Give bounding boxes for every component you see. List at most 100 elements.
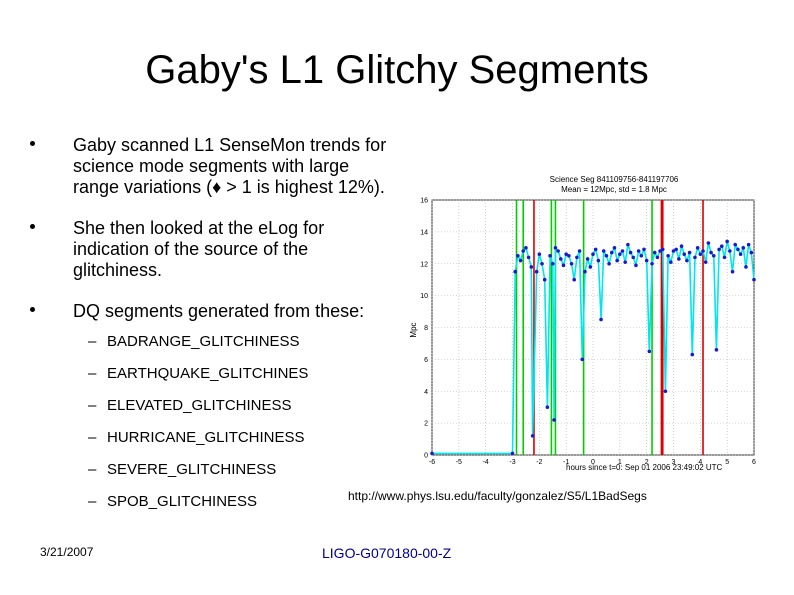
data-point — [746, 242, 751, 247]
data-point — [618, 252, 622, 256]
bullet-dot-icon — [30, 224, 35, 229]
segment-name: HURRICANE_GLITCHINESS — [107, 429, 305, 446]
data-point — [677, 257, 681, 261]
dash-icon: – — [88, 333, 97, 350]
segment-name: ELEVATED_GLITCHINESS — [107, 397, 292, 414]
data-point — [652, 250, 657, 255]
data-point — [644, 258, 649, 263]
data-point — [663, 389, 668, 394]
x-tick-label: -1 — [563, 459, 569, 466]
y-tick-label: 14 — [420, 229, 428, 236]
data-point — [736, 247, 740, 252]
data-point — [650, 261, 654, 266]
data-point — [634, 263, 638, 268]
bullet-dot-icon — [30, 307, 35, 312]
y-tick-label: 6 — [424, 357, 428, 364]
data-point — [524, 246, 528, 250]
y-tick-label: 10 — [420, 293, 428, 300]
segment-list: – BADRANGE_GLITCHINESS – EARTHQUAKE_GLITCH… — [73, 332, 390, 511]
data-point — [513, 269, 517, 274]
bullet-dot-icon — [30, 141, 35, 146]
data-point — [537, 252, 542, 256]
data-point — [741, 246, 746, 250]
data-point — [666, 253, 670, 258]
data-point — [711, 253, 716, 258]
bullet-text: DQ segments generated from these: — [73, 301, 365, 321]
source-url[interactable]: http://www.phys.lsu.edu/faculty/gonzalez… — [348, 489, 647, 503]
data-point — [588, 265, 593, 269]
data-point — [695, 246, 700, 250]
bullet-item: DQ segments generated from these: – BADRA… — [30, 301, 390, 511]
bullet-list: Gaby scanned L1 SenseMon trends for scie… — [30, 135, 390, 531]
data-point — [609, 250, 614, 255]
data-point — [545, 405, 550, 409]
bullet-item: Gaby scanned L1 SenseMon trends for scie… — [30, 135, 390, 198]
data-point — [698, 252, 703, 256]
data-point — [690, 352, 695, 357]
data-point — [542, 277, 547, 282]
y-tick-label: 0 — [424, 453, 428, 460]
segment-markers — [515, 200, 704, 455]
data-point — [631, 255, 636, 260]
bullet-text: She then looked at the eLog for indicati… — [73, 218, 325, 280]
data-point — [591, 252, 595, 256]
segment-item: – HURRICANE_GLITCHINESS — [73, 428, 390, 447]
x-tick-label: 2 — [645, 459, 649, 466]
data-point — [647, 349, 652, 354]
data-point — [752, 277, 756, 282]
data-point — [738, 252, 743, 256]
dash-icon: – — [88, 493, 97, 510]
data-point — [534, 269, 539, 274]
data-point — [564, 252, 568, 256]
data-point — [709, 250, 713, 255]
data-point — [669, 260, 673, 264]
y-tick-label: 8 — [424, 325, 428, 332]
y-axis-label: Mpc — [409, 322, 418, 337]
data-point — [430, 451, 434, 456]
slide-title: Gaby's L1 Glitchy Segments — [145, 48, 649, 92]
data-point — [642, 247, 646, 252]
bullet-item: She then looked at the eLog for indicati… — [30, 218, 390, 281]
data-point — [530, 434, 535, 438]
data-point — [607, 261, 611, 266]
data-point — [671, 249, 676, 253]
x-tick-label: -3 — [509, 459, 515, 466]
data-point — [526, 255, 531, 260]
chart-subtitle: Mean = 12Mpc, std = 1.8 Mpc — [561, 185, 667, 194]
data-point — [682, 252, 687, 256]
data-point — [593, 247, 598, 252]
data-point — [749, 250, 754, 255]
segment-name: BADRANGE_GLITCHINESS — [107, 333, 300, 350]
data-point — [572, 277, 577, 282]
data-point — [596, 258, 601, 263]
range-chart-svg: Science Seg 841109756-841197706 Mean = 1… — [409, 175, 756, 472]
data-point — [601, 249, 606, 253]
data-point — [620, 249, 625, 253]
range-chart: Science Seg 841109756-841197706 Mean = 1… — [400, 170, 762, 475]
y-tick-label: 2 — [424, 421, 428, 428]
data-point — [580, 357, 585, 362]
data-point — [687, 250, 692, 255]
chart-title: Science Seg 841109756-841197706 — [550, 175, 679, 184]
x-axis-label: hours since t=0: Sep 01 2006 23:49:02 UT… — [566, 463, 723, 472]
data-point — [599, 317, 603, 322]
data-point — [658, 249, 662, 253]
data-point — [701, 249, 705, 253]
segment-item: – ELEVATED_GLITCHINESS — [73, 396, 390, 415]
data-point — [733, 242, 738, 247]
data-point — [567, 253, 571, 258]
data-point — [559, 257, 563, 261]
data-point — [577, 249, 582, 253]
segment-item: – SPOB_GLITCHINESS — [73, 492, 390, 511]
segment-item: – BADRANGE_GLITCHINESS — [73, 332, 390, 351]
data-point — [569, 261, 574, 266]
y-tick-label: 4 — [424, 389, 428, 396]
data-point — [674, 247, 678, 252]
data-point — [553, 246, 558, 250]
data-point — [521, 249, 526, 253]
data-point — [583, 269, 587, 274]
data-point — [685, 258, 689, 263]
y-tick-label: 16 — [420, 198, 428, 205]
x-tick-label: 5 — [725, 459, 729, 466]
data-point — [626, 242, 630, 247]
